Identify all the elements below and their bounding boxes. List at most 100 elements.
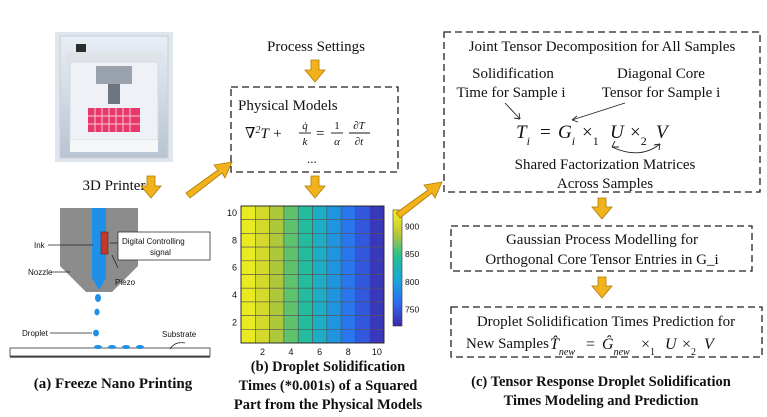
svg-text:∂t: ∂t bbox=[355, 136, 364, 148]
heatmap-cell bbox=[312, 274, 328, 289]
heatmap-cell bbox=[269, 315, 285, 330]
arrow-models-down-icon bbox=[304, 175, 326, 199]
prediction-equation: T̂new = Ĝnew ×1 U ×2 V bbox=[550, 334, 716, 358]
arrow-gp-down-icon bbox=[591, 276, 613, 299]
arrow-printer-down-icon bbox=[140, 175, 162, 199]
heatmap-cell bbox=[240, 205, 256, 220]
solidification-heatmap bbox=[240, 205, 385, 344]
tensor-equation: Ti = Gi ×1 U ×2 V bbox=[516, 122, 670, 148]
heatmap-cell bbox=[355, 246, 370, 262]
heatmap-cell bbox=[326, 328, 342, 344]
heatmap-cell bbox=[312, 246, 328, 262]
heatmap-cell bbox=[240, 287, 256, 303]
caption-b-line1: (b) Droplet Solidification bbox=[251, 359, 405, 375]
heatmap-frame bbox=[240, 205, 385, 344]
arrow-to-physical-models-icon bbox=[185, 161, 233, 199]
caption-a: (a) Freeze Nano Printing bbox=[34, 376, 193, 392]
heatmap-cell bbox=[369, 233, 385, 248]
heatmap-cell bbox=[283, 233, 299, 248]
label-solidification-line1: Solidification bbox=[472, 66, 554, 82]
heatmap-cell bbox=[355, 301, 370, 316]
heatmap-cell bbox=[283, 315, 299, 330]
heatmap-cell bbox=[355, 328, 370, 344]
heatmap-colorbar: 750 800 850 900 bbox=[392, 209, 419, 327]
tensor-pointers bbox=[504, 102, 661, 154]
svg-text:=: = bbox=[586, 336, 595, 353]
heatmap-cell bbox=[240, 315, 256, 330]
pred-line1: Droplet Solidification Times Prediction … bbox=[477, 314, 735, 330]
heatmap-cell bbox=[355, 315, 370, 330]
gaussian-process-box bbox=[450, 225, 753, 272]
heatmap-cell bbox=[240, 219, 256, 234]
heatmap-cell bbox=[355, 233, 370, 248]
heatmap-cell bbox=[269, 287, 285, 303]
heatmap-axes: 2 4 6 8 10 2 4 6 8 10 bbox=[227, 208, 382, 357]
heatmap-cell bbox=[369, 328, 385, 344]
heatmap-cell bbox=[297, 274, 313, 289]
label-core-line1: Diagonal Core bbox=[617, 66, 705, 82]
x-tick-label: 2 bbox=[260, 347, 265, 357]
heatmap-cell bbox=[297, 315, 313, 330]
heatmap-cell bbox=[255, 315, 270, 330]
heatmap-cell bbox=[326, 287, 342, 303]
heatmap-cell bbox=[269, 301, 285, 316]
svg-text:∂T: ∂T bbox=[353, 120, 365, 132]
shared-line2: Across Samples bbox=[557, 176, 653, 192]
heatmap-cell bbox=[269, 246, 285, 262]
svg-text:U: U bbox=[610, 122, 625, 143]
joint-tensor-box bbox=[443, 31, 761, 193]
heatmap-cell bbox=[240, 274, 256, 289]
heatmap-cell bbox=[283, 205, 299, 220]
heatmap-cell bbox=[297, 246, 313, 262]
svg-text:V: V bbox=[656, 122, 670, 143]
heatmap-cell bbox=[369, 287, 385, 303]
piezo-element bbox=[100, 231, 109, 255]
svg-text:U: U bbox=[665, 336, 678, 353]
caption-c-line2: Times Modeling and Prediction bbox=[504, 393, 699, 409]
label-ink: Ink bbox=[34, 241, 46, 250]
heatmap-cell bbox=[240, 233, 256, 248]
heatmap-cell bbox=[369, 219, 385, 234]
label-droplet: Droplet bbox=[22, 329, 49, 338]
heatmap-cell bbox=[297, 219, 313, 234]
label-core-line2: Tensor for Sample i bbox=[602, 85, 721, 101]
heatmap-cell bbox=[326, 246, 342, 262]
svg-text:T̂new: T̂new bbox=[550, 334, 575, 357]
svg-text:=: = bbox=[316, 126, 324, 142]
equation-ellipsis: ... bbox=[307, 151, 317, 166]
label-piezo: Piezo bbox=[115, 278, 136, 287]
y-tick-label: 6 bbox=[232, 263, 237, 273]
x-tick-label: 6 bbox=[317, 347, 322, 357]
heatmap-cell bbox=[369, 274, 385, 289]
heatmap-cell bbox=[240, 328, 256, 344]
label-nozzle: Nozzle bbox=[28, 268, 53, 277]
arrow-tensor-down-icon bbox=[591, 197, 613, 220]
caption-b-line2: Times (*0.001s) of a Squared bbox=[239, 378, 418, 394]
shared-line1: Shared Factorization Matrices bbox=[515, 157, 696, 173]
label-substrate: Substrate bbox=[162, 330, 197, 339]
joint-tensor-title: Joint Tensor Decomposition for All Sampl… bbox=[469, 39, 736, 55]
printer-photo bbox=[55, 32, 173, 162]
heatmap-cell bbox=[326, 301, 342, 316]
heatmap-cell bbox=[283, 287, 299, 303]
label-digital-line2: signal bbox=[150, 248, 171, 257]
heatmap-cell bbox=[255, 205, 270, 220]
heatmap-cell bbox=[240, 301, 256, 316]
heatmap-cell bbox=[369, 315, 385, 330]
heatmap-cell bbox=[255, 219, 270, 234]
heatmap-cell bbox=[355, 205, 370, 220]
x-tick-label: 4 bbox=[289, 347, 294, 357]
heatmap-cell bbox=[369, 301, 385, 316]
heatmap-cell bbox=[283, 246, 299, 262]
heatmap-cell bbox=[340, 301, 356, 316]
colorbar-tick-label: 900 bbox=[405, 222, 419, 232]
x-tick-label: 8 bbox=[346, 347, 351, 357]
heatmap-cell bbox=[283, 301, 299, 316]
label-solidification-line2: Time for Sample i bbox=[456, 85, 565, 101]
svg-text:∇2T +: ∇2T + bbox=[245, 125, 282, 143]
heatmap-cell bbox=[355, 274, 370, 289]
heatmap-cell bbox=[340, 233, 356, 248]
arrow-settings-down-icon bbox=[304, 59, 326, 83]
heatmap-cell bbox=[326, 205, 342, 220]
